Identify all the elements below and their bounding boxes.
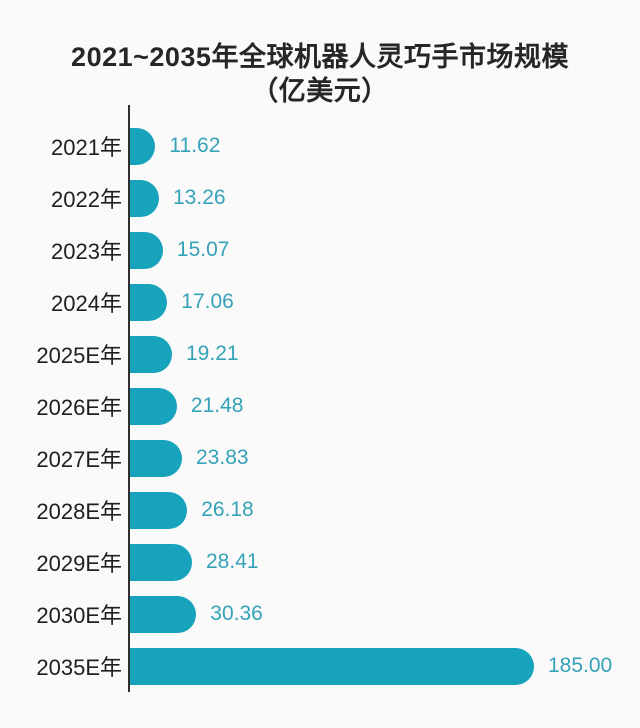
category-label: 2035E年 <box>36 655 122 680</box>
category-label: 2030E年 <box>36 603 122 628</box>
bar <box>130 231 163 269</box>
bar-wrap: 17.06 <box>130 283 640 321</box>
value-label: 30.36 <box>210 602 263 625</box>
bar <box>130 543 192 581</box>
value-label: 19.21 <box>186 342 239 365</box>
bar-wrap: 30.36 <box>130 595 640 633</box>
chart-row: 2021年 11.62 <box>0 120 640 172</box>
bar <box>130 127 156 165</box>
chart-row: 2027E年 23.83 <box>0 432 640 484</box>
chart-header: 2021~2035年全球机器人灵巧手市场规模 （亿美元） <box>0 0 640 108</box>
chart-row: 2023年 15.07 <box>0 224 640 276</box>
chart-row: 2030E年 30.36 <box>0 588 640 640</box>
bar-wrap: 15.07 <box>130 231 640 269</box>
category-label: 2021年 <box>51 135 122 160</box>
value-label: 17.06 <box>181 290 234 313</box>
bar-wrap: 11.62 <box>130 127 640 165</box>
chart-row: 2028E年 26.18 <box>0 484 640 536</box>
chart-unit-label: （亿美元） <box>251 76 389 106</box>
bar <box>130 335 172 373</box>
chart-title: 2021~2035年全球机器人灵巧手市场规模 <box>71 42 569 72</box>
bar <box>130 387 177 425</box>
category-label: 2027E年 <box>36 447 122 472</box>
bar <box>130 439 182 477</box>
chart-row: 2022年 13.26 <box>0 172 640 224</box>
chart-row: 2035E年 185.00 <box>0 640 640 692</box>
bar <box>130 595 197 633</box>
chart-rows: 2021年 11.62 2022年 13.26 2023年 15.07 2024… <box>0 108 640 692</box>
y-axis-line <box>128 105 130 692</box>
bar-wrap: 21.48 <box>130 387 640 425</box>
chart-area: 2021年 11.62 2022年 13.26 2023年 15.07 2024… <box>0 105 640 692</box>
bar <box>130 647 534 685</box>
value-label: 21.48 <box>190 394 244 417</box>
value-label: 15.07 <box>176 238 230 261</box>
bar <box>130 491 188 529</box>
bar-wrap: 185.00 <box>130 647 640 685</box>
category-label: 2026E年 <box>36 395 122 420</box>
bar <box>130 179 159 217</box>
chart-row: 2026E年 21.48 <box>0 380 640 432</box>
value-label: 11.62 <box>169 134 221 157</box>
value-label: 13.26 <box>173 186 226 209</box>
bar-wrap: 28.41 <box>130 543 640 581</box>
value-label: 23.83 <box>196 446 249 469</box>
bar-wrap: 19.21 <box>130 335 640 373</box>
category-label: 2023年 <box>51 239 122 264</box>
bar <box>130 283 168 321</box>
value-label: 26.18 <box>201 498 254 521</box>
category-label: 2029E年 <box>36 551 122 576</box>
bar-wrap: 23.83 <box>130 439 640 477</box>
category-label: 2025E年 <box>36 343 122 368</box>
category-label: 2024年 <box>51 291 122 316</box>
value-label: 185.00 <box>548 654 613 677</box>
bar-wrap: 13.26 <box>130 179 640 217</box>
chart-row: 2029E年 28.41 <box>0 536 640 588</box>
category-label: 2022年 <box>51 187 122 212</box>
category-label: 2028E年 <box>36 499 122 524</box>
chart-row: 2025E年 19.21 <box>0 328 640 380</box>
bar-wrap: 26.18 <box>130 491 640 529</box>
value-label: 28.41 <box>206 550 259 573</box>
chart-row: 2024年 17.06 <box>0 276 640 328</box>
